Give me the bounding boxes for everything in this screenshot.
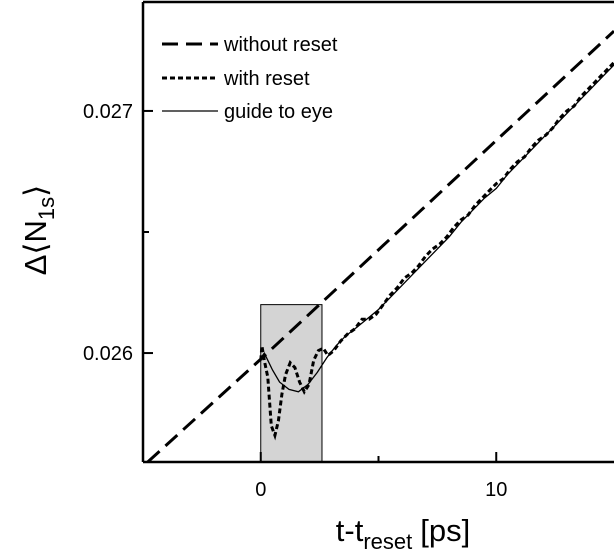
x-axis-label-subscript: reset (363, 529, 412, 554)
legend-label-guide-to-eye: guide to eye (224, 101, 333, 123)
x-tick-label: 10 (485, 479, 507, 501)
legend: without reset with reset guide to eye (162, 34, 338, 123)
x-axis-label-unit: [ps] (420, 513, 470, 548)
legend-label-with-reset: with reset (223, 68, 310, 90)
y-axis-label-subscript: 1s (34, 197, 59, 220)
y-axis-label: Δ⟨N1s⟩ (18, 185, 59, 276)
x-axis-label: t-treset [ps] (336, 513, 470, 554)
series-line-without-reset (146, 30, 614, 462)
x-tick-label: 0 (255, 479, 266, 501)
legend-label-without-reset: without reset (223, 34, 338, 56)
y-axis-label-close: ⟩ (18, 185, 53, 197)
shaded-region (260, 304, 323, 463)
series-line-guide-to-eye (260, 64, 614, 393)
y-tick-label: 0.027 (83, 101, 133, 123)
y-tick-label: 0.026 (83, 343, 133, 365)
